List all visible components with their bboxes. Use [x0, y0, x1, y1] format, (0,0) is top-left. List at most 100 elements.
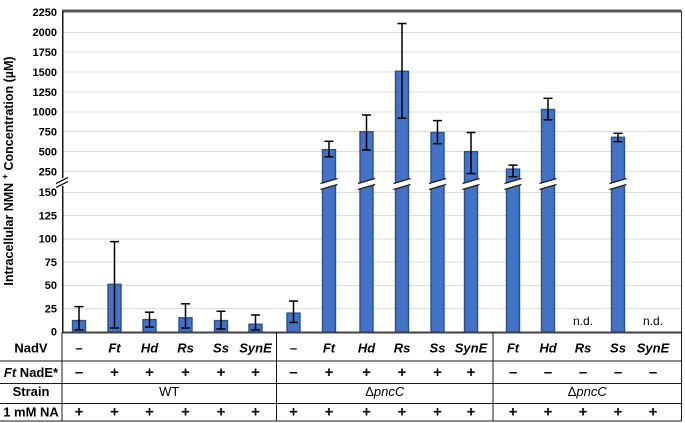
cell-nadv: SynE [455, 341, 488, 356]
bar [359, 131, 374, 333]
bar-break-line [320, 183, 338, 191]
cell-ft-nade: + [217, 364, 226, 381]
y-axis-break-mark [55, 176, 69, 185]
bar-break-line [428, 177, 447, 185]
cell-nadv: Ss [213, 341, 229, 356]
bar [540, 108, 556, 333]
y-axis-break-gap [57, 178, 68, 186]
cell-na: + [509, 404, 518, 421]
cell-ft-nade: + [467, 364, 476, 381]
y-axis-title: Intracellular NMN + Concentration (µM) [0, 56, 16, 285]
cell-strain: ΔpncC [568, 384, 608, 399]
bar-break-gap [539, 178, 557, 190]
cell-ft-nade: + [398, 364, 407, 381]
cell-nadv: SynE [637, 341, 670, 356]
bar-break-gap [429, 178, 446, 190]
cell-na: + [433, 404, 442, 421]
y-tick-label: 1000 [33, 107, 57, 119]
bar-break-line [393, 183, 411, 191]
cell-nadv: Hd [358, 341, 376, 356]
cell-ft-nade: – [544, 364, 552, 381]
cell-na: + [217, 404, 226, 421]
cell-na: + [289, 404, 298, 421]
cell-ft-nade: – [649, 364, 657, 381]
y-tick-label: 0 [51, 327, 57, 339]
bar [321, 148, 337, 333]
cell-na: + [145, 404, 154, 421]
bar-break-line [393, 177, 411, 185]
y-tick-label: 150 [39, 187, 57, 199]
cell-nadv: Rs [575, 341, 592, 356]
row-label-strain: Strain [13, 384, 50, 399]
cell-nadv: Rs [177, 341, 194, 356]
y-tick-label: 1750 [33, 47, 57, 59]
bar [610, 136, 626, 333]
y-tick-label: 1500 [33, 67, 57, 79]
cell-na: + [251, 404, 260, 421]
row-label-nadv: NadV [14, 341, 48, 356]
bar-break-line [609, 183, 627, 191]
bar-break-gap [504, 178, 522, 190]
chart-plot-area: n.d. n.d. 0 25 50 75 100 125 150 250 500 750 1000 125… [33, 7, 683, 339]
cell-ft-nade: + [362, 364, 371, 381]
cell-nadv: Ft [507, 341, 520, 356]
cell-ft-nade: + [110, 364, 119, 381]
cell-na: + [467, 404, 476, 421]
cell-nadv: Hd [141, 341, 159, 356]
cell-ft-nade: + [181, 364, 190, 381]
cell-na: + [544, 404, 553, 421]
bar-break-gap [358, 178, 375, 190]
cell-na: + [398, 404, 407, 421]
bar-break-gap [320, 178, 338, 190]
cell-ft-nade: + [325, 364, 334, 381]
y-tick-label: 500 [39, 146, 57, 158]
nd-label: n.d. [573, 314, 593, 328]
bar-break-line [357, 183, 376, 191]
cell-nadv: SynE [239, 341, 272, 356]
cell-nadv: Ss [430, 341, 446, 356]
y-tick-label: 75 [45, 257, 57, 269]
cell-ft-nade: + [145, 364, 154, 381]
cell-na: + [614, 404, 623, 421]
cell-nadv: Hd [539, 341, 557, 356]
cell-ft-nade: + [433, 364, 442, 381]
cell-na: + [181, 404, 190, 421]
row-label-ft-nade: Ft NadE* [4, 365, 59, 380]
y-tick-label: 125 [39, 210, 57, 222]
bar-break-line [320, 177, 338, 185]
y-tick-label: 1250 [33, 87, 57, 99]
bar-break-line [428, 183, 447, 191]
cell-nadv: Ss [610, 341, 626, 356]
bar-break-line [462, 183, 480, 191]
bar-break-gap [609, 178, 627, 190]
cell-na: + [579, 404, 588, 421]
y-tick-label: 100 [39, 234, 57, 246]
bar-break-line [539, 183, 557, 191]
cell-nadv: Rs [394, 341, 411, 356]
cell-nadv: – [75, 341, 82, 356]
cell-ft-nade: – [614, 364, 622, 381]
y-tick-label: 25 [45, 303, 57, 315]
cell-ft-nade: + [251, 364, 260, 381]
cell-strain: ΔpncC [365, 384, 405, 399]
bar-break-line [609, 177, 627, 185]
cell-ft-nade: – [289, 364, 297, 381]
condition-table: NadV Ft NadE* Strain 1 mM NA – – + Ft + + Hd + + Rs + +… [0, 332, 683, 422]
cell-nadv: Ft [323, 341, 336, 356]
bar [430, 131, 445, 333]
bar [505, 168, 521, 333]
cell-na: + [110, 404, 119, 421]
cell-strain: WT [159, 384, 179, 399]
y-tick-label: 2000 [33, 27, 57, 39]
bar [463, 150, 479, 333]
cell-nadv: Ft [108, 341, 121, 356]
nd-label: n.d. [643, 314, 663, 328]
cell-na: + [362, 404, 371, 421]
y-tick-label: 50 [45, 280, 57, 292]
cell-ft-nade: – [509, 364, 517, 381]
y-axis-break-mark [55, 180, 69, 189]
bar-break-line [504, 183, 522, 191]
row-label-na: 1 mM NA [3, 405, 59, 420]
bar-break-line [539, 177, 557, 185]
